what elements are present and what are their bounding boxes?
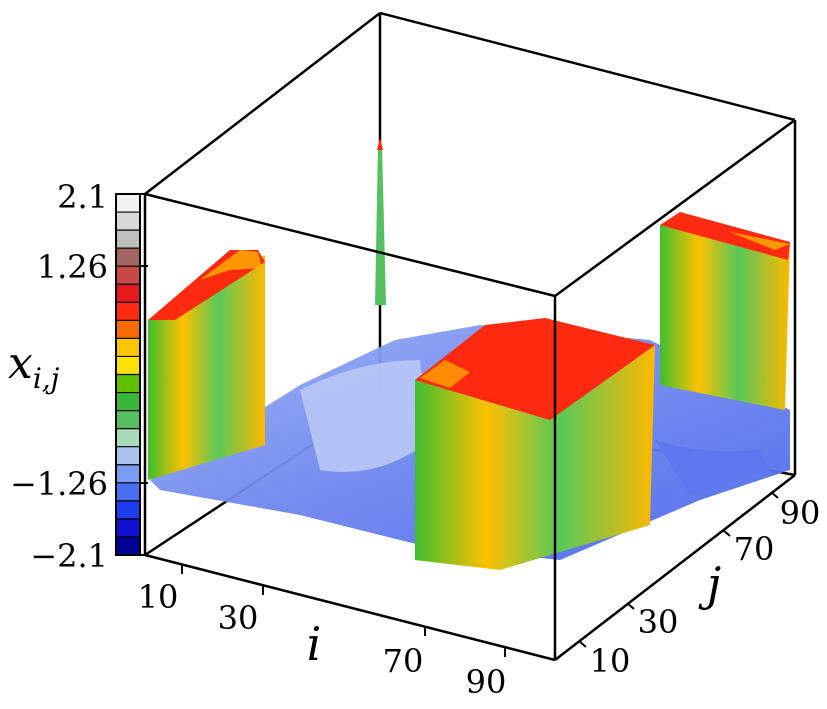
colorbar-swatch xyxy=(116,428,140,448)
z-axis-label-sub: i,j xyxy=(33,362,60,395)
front-box-edges xyxy=(143,118,796,662)
colorbar-tick-label: −1.26 xyxy=(10,465,108,503)
colorbar-swatch xyxy=(116,392,140,412)
left-plateau xyxy=(148,250,265,480)
x-tick-label: 70 xyxy=(383,642,424,680)
colorbar-swatch xyxy=(116,212,140,231)
colorbar-swatch xyxy=(116,194,140,213)
colorbar-tick-label: 1.26 xyxy=(37,248,108,286)
x-axis-ticks xyxy=(181,565,506,657)
colorbar-swatch xyxy=(116,320,140,339)
colorbar-swatch xyxy=(116,446,140,466)
x-axis-label: i xyxy=(307,617,322,671)
colorbar-tick-label: −2.1 xyxy=(30,537,108,575)
spike xyxy=(375,138,386,305)
colorbar-swatch xyxy=(116,230,140,249)
colorbar xyxy=(115,193,148,556)
colorbar-swatch xyxy=(116,410,140,430)
x-tick-label: 10 xyxy=(138,578,179,616)
y-axis-label: j xyxy=(698,557,721,611)
colorbar-swatch xyxy=(116,284,140,303)
colorbar-swatch xyxy=(116,302,140,321)
x-tick-label: 90 xyxy=(466,663,507,701)
y-tick-label: 10 xyxy=(590,642,631,680)
colorbar-tick-label: 2.1 xyxy=(57,178,108,216)
colorbar-swatch xyxy=(116,536,140,556)
colorbar-swatch xyxy=(116,500,140,520)
y-axis-ticks xyxy=(578,491,779,648)
colorbar-swatch xyxy=(116,374,140,394)
z-axis-label: xi,j xyxy=(8,338,60,395)
center-plateau xyxy=(415,318,655,570)
colorbar-swatch xyxy=(116,518,140,538)
colorbar-swatch xyxy=(116,248,140,267)
x-tick-label: 30 xyxy=(218,599,259,637)
y-tick-label: 90 xyxy=(780,494,821,532)
colorbar-swatch xyxy=(116,482,140,502)
colorbar-swatch xyxy=(116,266,140,285)
colorbar-swatch xyxy=(116,464,140,484)
colorbar-swatch xyxy=(116,356,140,375)
y-tick-label: 70 xyxy=(734,530,775,568)
back-right-plateau xyxy=(660,212,790,410)
colorbar-swatch xyxy=(116,338,140,357)
y-tick-label: 30 xyxy=(638,603,679,641)
z-axis-label-base: x xyxy=(8,338,33,389)
colorbar-swatches xyxy=(116,194,140,556)
